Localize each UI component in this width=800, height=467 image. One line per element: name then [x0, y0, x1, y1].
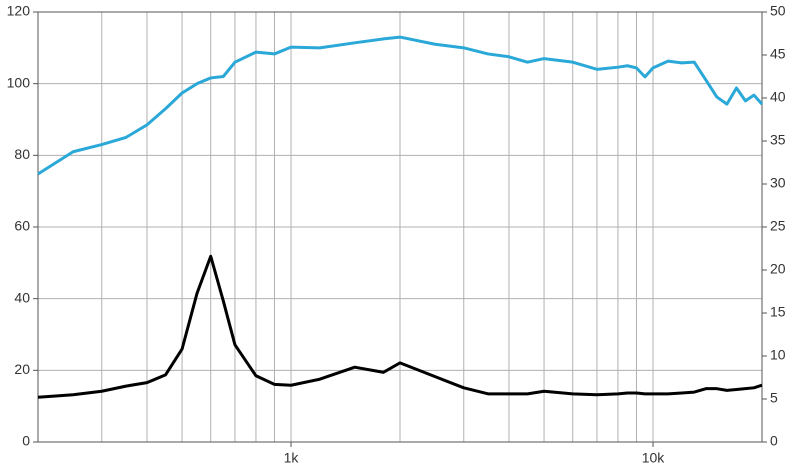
series-line: [37, 35, 764, 176]
y2-tick-label: 0: [770, 433, 778, 449]
y-tick-label: 80: [14, 146, 30, 162]
y2-tick-label: 20: [770, 261, 786, 277]
y-tick-label: 20: [14, 361, 30, 377]
y2-tick-label: 5: [770, 390, 778, 406]
series-line: [37, 254, 763, 399]
y2-tick-label: 10: [770, 347, 786, 363]
x-tick-label: 10k: [642, 450, 666, 466]
plot-frame: [37, 11, 763, 443]
x-tick-label: 1k: [284, 450, 300, 466]
y2-tick-label: 30: [770, 175, 786, 191]
y-tick-label: 0: [22, 433, 30, 449]
y2-tick-label: 35: [770, 132, 786, 148]
y2-tick-label: 25: [770, 218, 786, 234]
y-tick-label: 100: [7, 74, 31, 90]
y-tick-label: 120: [7, 3, 31, 19]
y2-tick-label: 15: [770, 304, 786, 320]
y-tick-label: 40: [14, 289, 30, 305]
y-tick-label: 60: [14, 218, 30, 234]
y2-tick-label: 40: [770, 89, 786, 105]
y2-tick-label: 50: [770, 3, 786, 19]
y2-tick-label: 45: [770, 46, 786, 62]
